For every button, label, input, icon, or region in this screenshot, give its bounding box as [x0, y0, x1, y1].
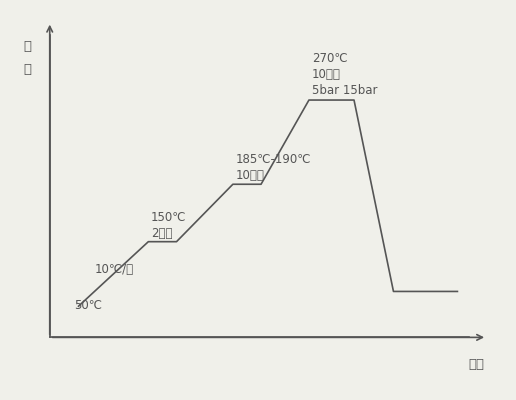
Text: 10℃/分: 10℃/分: [95, 263, 134, 276]
Text: 度: 度: [23, 63, 31, 76]
Text: 150℃
2分钟: 150℃ 2分钟: [151, 211, 187, 240]
Text: 温: 温: [23, 40, 31, 53]
Text: 270℃
10分钟
5bar 15bar: 270℃ 10分钟 5bar 15bar: [312, 52, 377, 97]
Text: 时间: 时间: [469, 358, 485, 372]
Text: 50℃: 50℃: [74, 300, 102, 312]
Text: 185℃-190℃
10分钟: 185℃-190℃ 10分钟: [236, 153, 311, 182]
